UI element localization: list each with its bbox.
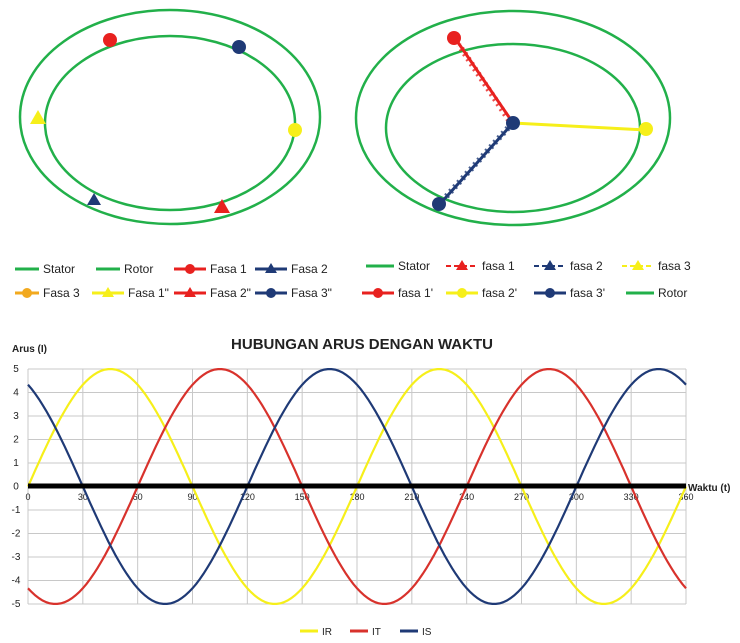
legend-fasa-1-text: Fasa 1 <box>210 262 247 276</box>
x-tick-label: 60 <box>133 492 143 502</box>
left-diagram <box>18 8 322 226</box>
x-tick-label: 330 <box>624 492 639 502</box>
legend-r-fasa-1-prime-text: fasa 1' <box>398 286 433 300</box>
legend-r-rotor-text: Rotor <box>658 286 687 300</box>
chart-legend: IR IT IS <box>300 627 432 638</box>
left-marker-fasa-3-double <box>232 40 246 54</box>
legend-r-fasa-2-prime: fasa 2' <box>446 286 517 300</box>
legend-fasa-3-text: Fasa 3 <box>43 286 80 300</box>
legend-fasa-2-double-marker <box>184 287 196 297</box>
legend-r-fasa-2-text: fasa 2 <box>570 259 603 273</box>
left-marker-fasa-2-double <box>214 199 230 213</box>
current-time-chart: HUBUNGAN ARUS DENGAN WAKTU Arus (I) Wakt… <box>12 336 731 638</box>
left-marker-fasa-3 <box>288 123 302 137</box>
y-tick-label: -4 <box>12 576 21 587</box>
legend-r-fasa-3-prime-marker <box>545 288 555 298</box>
x-tick-label: 0 <box>25 492 30 502</box>
x-tick-label: 270 <box>514 492 529 502</box>
legend-r-stator: Stator <box>366 259 430 273</box>
x-tick-label: 240 <box>459 492 474 502</box>
legend-r-fasa-2-marker <box>544 260 556 270</box>
right-center-hub <box>506 116 520 130</box>
legend-r-fasa-3-prime: fasa 3' <box>534 286 605 300</box>
right-vector-fasa-2-dashes <box>441 125 511 202</box>
legend-fasa-2: Fasa 2 <box>255 262 328 276</box>
legend-fasa-3-double-text: Fasa 3" <box>291 286 332 300</box>
legend-fasa-1-marker <box>185 264 195 274</box>
legend-fasa-1: Fasa 1 <box>174 262 247 276</box>
legend-fasa-1-double-text: Fasa 1" <box>128 286 169 300</box>
legend-fasa-3-marker <box>22 288 32 298</box>
x-tick-label: 180 <box>349 492 364 502</box>
legend-r-fasa-1: fasa 1 <box>446 259 515 273</box>
legend-r-fasa-1-text: fasa 1 <box>482 259 515 273</box>
right-marker-fasa-1-prime <box>447 31 461 45</box>
legend-rotor: Rotor <box>96 262 153 276</box>
left-marker-fasa-2 <box>87 193 101 205</box>
legend-fasa-2-double: Fasa 2" <box>174 286 251 300</box>
right-legend: Stator fasa 1 fasa 2 fasa 3 fasa 1' fasa… <box>362 259 691 300</box>
legend-rotor-text: Rotor <box>124 262 153 276</box>
left-marker-fasa-1 <box>103 33 117 47</box>
legend-fasa-3: Fasa 3 <box>15 286 80 300</box>
y-tick-label: -1 <box>12 505 21 516</box>
right-marker-fasa-3-prime <box>639 122 653 136</box>
left-stator-ellipse <box>18 8 322 226</box>
x-tick-label: 210 <box>404 492 419 502</box>
legend-fasa-3-double: Fasa 3" <box>255 286 332 300</box>
legend-stator-text: Stator <box>43 262 75 276</box>
y-axis-label: Arus (I) <box>12 344 47 355</box>
left-rotor-ellipse <box>43 34 297 212</box>
legend-fasa-1-double: Fasa 1" <box>92 286 169 300</box>
legend-stator: Stator <box>15 262 75 276</box>
x-tick-label: 120 <box>240 492 255 502</box>
x-tick-label: 150 <box>295 492 310 502</box>
x-tick-label: 90 <box>187 492 197 502</box>
legend-r-fasa-1-prime: fasa 1' <box>362 286 433 300</box>
x-tick-label: 30 <box>78 492 88 502</box>
x-tick-label: 360 <box>678 492 693 502</box>
right-marker-fasa-2-prime <box>432 197 446 211</box>
legend-fasa-2-text: Fasa 2 <box>291 262 328 276</box>
y-tick-label: 4 <box>13 388 19 399</box>
legend-label-it: IT <box>372 627 381 638</box>
right-vector-fasa-1 <box>453 37 515 124</box>
y-tick-label: -5 <box>12 599 21 610</box>
legend-r-fasa-1-prime-marker <box>373 288 383 298</box>
legend-r-fasa-2-prime-text: fasa 2' <box>482 286 517 300</box>
y-tick-label: 1 <box>13 458 19 469</box>
y-tick-label: -3 <box>12 552 21 563</box>
right-stator-ellipse <box>354 9 672 227</box>
chart-title: HUBUNGAN ARUS DENGAN WAKTU <box>231 336 493 353</box>
y-tick-label: -2 <box>12 529 21 540</box>
legend-r-fasa-3-marker <box>632 260 644 270</box>
y-tick-label: 2 <box>13 435 19 446</box>
legend-r-fasa-3-prime-text: fasa 3' <box>570 286 605 300</box>
x-tick-label: 300 <box>569 492 584 502</box>
left-marker-fasa-1-double <box>30 110 46 124</box>
legend-r-fasa-2-prime-marker <box>457 288 467 298</box>
y-tick-label: 5 <box>13 364 19 375</box>
right-vector-fasa-3 <box>512 121 647 132</box>
right-diagram <box>354 9 672 227</box>
legend-fasa-1-double-marker <box>102 287 114 297</box>
legend-label-ir: IR <box>322 627 332 638</box>
legend-r-fasa-2: fasa 2 <box>534 259 603 273</box>
legend-fasa-3-double-marker <box>266 288 276 298</box>
y-tick-label: 0 <box>13 482 19 493</box>
legend-fasa-2-marker <box>265 263 277 273</box>
left-legend: Stator Rotor Fasa 1 Fasa 2 Fasa 3 Fasa 1… <box>15 262 332 300</box>
legend-r-fasa-1-marker <box>456 260 468 270</box>
legend-r-fasa-3-text: fasa 3 <box>658 259 691 273</box>
legend-fasa-2-double-text: Fasa 2" <box>210 286 251 300</box>
legend-r-rotor: Rotor <box>626 286 687 300</box>
legend-label-is: IS <box>422 627 432 638</box>
legend-r-fasa-3: fasa 3 <box>622 259 691 273</box>
x-axis-label: Waktu (t) <box>688 483 730 494</box>
y-tick-label: 3 <box>13 411 19 422</box>
legend-r-stator-text: Stator <box>398 259 430 273</box>
